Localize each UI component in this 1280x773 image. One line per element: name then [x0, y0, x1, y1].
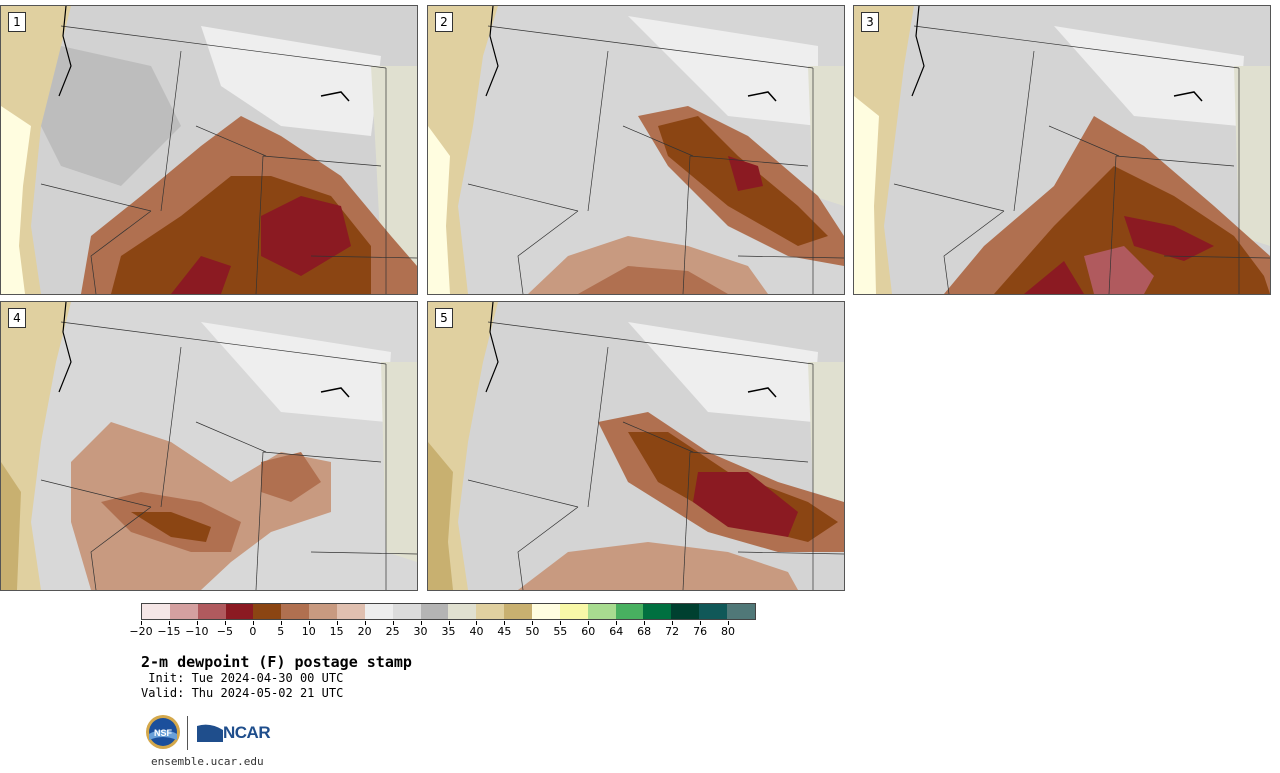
colorbar-tick — [308, 621, 310, 625]
colorbar-tick-label: 15 — [329, 625, 344, 638]
colorbar-segment — [448, 604, 477, 619]
colorbar-segment — [504, 604, 533, 619]
colorbar-tick — [196, 621, 198, 625]
colorbar-tick-label: 72 — [665, 625, 680, 638]
colorbar-tick-label: 35 — [441, 625, 456, 638]
colorbar-tick-label: 25 — [385, 625, 400, 638]
colorbar-tick-label: 10 — [301, 625, 316, 638]
colorbar-tick — [224, 621, 226, 625]
colorbar-tick — [700, 621, 702, 625]
colorbar-tick — [168, 621, 170, 625]
site-url: ensemble.ucar.edu — [151, 755, 264, 768]
colorbar-tick — [252, 621, 254, 625]
panel-label: 2 — [435, 12, 453, 32]
logo-divider — [187, 716, 188, 750]
colorbar-segment — [643, 604, 672, 619]
panel-label: 5 — [435, 308, 453, 328]
colorbar-tick-label: 60 — [581, 625, 596, 638]
nsf-logo-text: NSF — [154, 728, 173, 738]
colorbar-tick-label: 68 — [637, 625, 652, 638]
colorbar-segment — [253, 604, 282, 619]
colorbar-tick — [728, 621, 730, 625]
colorbar-tick-label: 5 — [277, 625, 285, 638]
map-panel-5: 5 — [427, 301, 845, 591]
colorbar-segment — [197, 604, 226, 619]
colorbar-tick-label: 0 — [249, 625, 257, 638]
colorbar-tick — [392, 621, 394, 625]
colorbar-tick — [532, 621, 534, 625]
colorbar-tick — [644, 621, 646, 625]
dewpoint-map — [854, 6, 1270, 294]
colorbar-tick — [504, 621, 506, 625]
colorbar-segment — [420, 604, 449, 619]
colorbar-segment — [699, 604, 728, 619]
colorbar-tick — [560, 621, 562, 625]
logo-group: NSF NCAR — [145, 714, 285, 752]
colorbar-tick-label: 55 — [553, 625, 568, 638]
colorbar-tick — [280, 621, 282, 625]
panel-label: 4 — [8, 308, 26, 328]
panel-label: 1 — [8, 12, 26, 32]
dewpoint-map — [428, 6, 844, 294]
colorbar-segment — [309, 604, 338, 619]
colorbar-ticks: −20 −15 −10 −5 0 5 10 15 20 25 30 35 40 45 50 55 60 64 68 7… — [129, 621, 756, 641]
colorbar — [141, 603, 756, 620]
colorbar-tick-label: 40 — [469, 625, 484, 638]
colorbar-tick-label: 64 — [609, 625, 624, 638]
ncar-mark-icon — [197, 724, 223, 742]
panel-label: 3 — [861, 12, 879, 32]
colorbar-tick-label: −20 — [129, 625, 153, 638]
map-panel-2: 2 — [427, 5, 845, 295]
colorbar-segment — [615, 604, 644, 619]
dewpoint-map — [428, 302, 844, 590]
colorbar-tick-label: −5 — [216, 625, 233, 638]
nsf-logo-icon: NSF — [146, 715, 180, 749]
colorbar-tick — [672, 621, 674, 625]
colorbar-tick-label: 76 — [693, 625, 708, 638]
colorbar-segment — [169, 604, 198, 619]
colorbar-tick-label: 30 — [413, 625, 428, 638]
colorbar-segment — [476, 604, 505, 619]
colorbar-tick — [616, 621, 618, 625]
colorbar-segment — [727, 604, 755, 619]
colorbar-segment — [559, 604, 588, 619]
colorbar-segment — [392, 604, 421, 619]
colorbar-tick-label: −15 — [157, 625, 181, 638]
map-panel-1: 1 — [0, 5, 418, 295]
map-panel-4: 4 — [0, 301, 418, 591]
ncar-logo: NCAR — [197, 720, 273, 746]
colorbar-segment — [671, 604, 700, 619]
plot-title: 2-m dewpoint (F) postage stamp — [141, 653, 412, 671]
colorbar-tick — [588, 621, 590, 625]
colorbar-segment — [142, 604, 170, 619]
colorbar-tick-label: 45 — [497, 625, 512, 638]
colorbar-segment — [532, 604, 560, 619]
colorbar-tick-label: −10 — [185, 625, 209, 638]
colorbar-segment — [587, 604, 616, 619]
colorbar-tick — [141, 621, 142, 625]
colorbar-segment — [225, 604, 254, 619]
colorbar-tick — [448, 621, 450, 625]
init-time: Init: Tue 2024-04-30 00 UTC — [141, 671, 344, 685]
colorbar-tick — [476, 621, 478, 625]
colorbar-segment — [364, 604, 393, 619]
dewpoint-map — [1, 302, 417, 590]
colorbar-segment — [281, 604, 310, 619]
colorbar-tick — [336, 621, 338, 625]
colorbar-tick-label: 50 — [525, 625, 540, 638]
colorbar-tick-label: 20 — [357, 625, 372, 638]
dewpoint-map — [1, 6, 417, 294]
map-panel-3: 3 — [853, 5, 1271, 295]
ncar-logo-text: NCAR — [223, 723, 271, 742]
colorbar-tick-label: 80 — [721, 625, 736, 638]
colorbar-segment — [337, 604, 365, 619]
colorbar-tick — [364, 621, 366, 625]
valid-time: Valid: Thu 2024-05-02 21 UTC — [141, 686, 344, 700]
colorbar-tick — [420, 621, 422, 625]
